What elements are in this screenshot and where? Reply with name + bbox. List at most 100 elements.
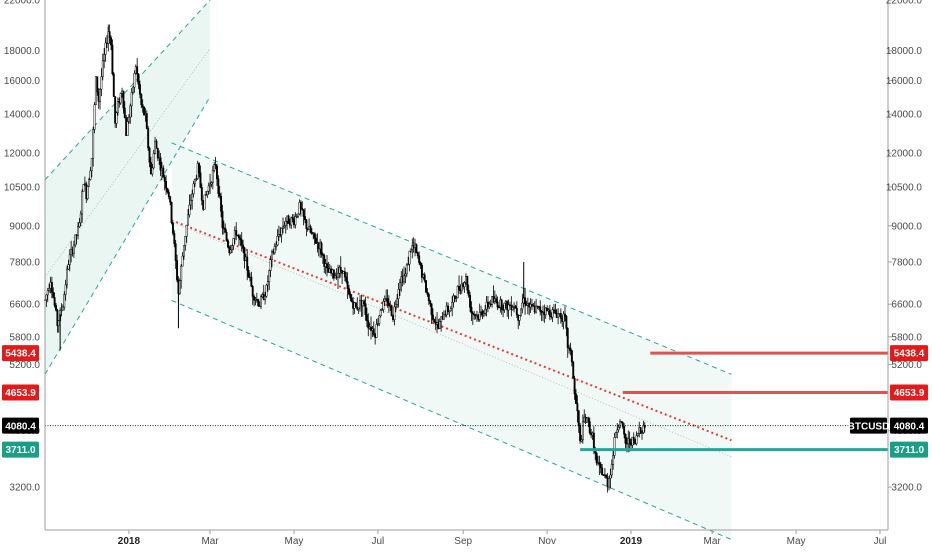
candle-body	[239, 237, 242, 241]
channel-lines[interactable]	[44, 0, 732, 540]
right-level-tag-3711.0-bg[interactable]	[890, 441, 928, 458]
candle-body	[332, 269, 335, 279]
candle-body	[163, 176, 166, 182]
candle-body	[138, 84, 141, 95]
candle-body	[383, 298, 386, 302]
candle-body	[238, 235, 240, 239]
channel-2-lower-line[interactable]	[171, 299, 732, 540]
left-level-tag-4653.9-bg[interactable]	[2, 384, 39, 401]
candle-body	[209, 183, 212, 187]
candle-body	[488, 303, 491, 308]
candle-body	[246, 256, 249, 271]
candle-body	[507, 304, 510, 311]
y-tick-right-label: 10500.0	[886, 182, 923, 193]
candle-body	[367, 320, 370, 329]
candle-body	[398, 282, 401, 290]
candle-body	[495, 298, 498, 303]
left-level-tag-5438.4-text[interactable]: 5438.4	[5, 349, 36, 360]
candle-body	[620, 421, 623, 423]
right-level-tag-5438.4-bg[interactable]	[890, 345, 928, 362]
candle-body	[496, 301, 499, 308]
candle-body	[503, 302, 506, 310]
right-level-tag-3711.0-text[interactable]: 3711.0	[894, 445, 924, 456]
candle-body	[420, 264, 423, 278]
candle-body	[605, 475, 608, 479]
right-last-price-tag-bg[interactable]	[890, 417, 928, 434]
horizontal-levels[interactable]	[45, 351, 888, 452]
trendline-group[interactable]	[171, 219, 732, 442]
price-tags[interactable]: 5438.4 5438.4 4653.9 4653.9 3711.0 3711.0 4080…	[2, 345, 928, 458]
right-level-tag-4653.9-bg[interactable]	[890, 384, 928, 401]
left-level-tag-3711.0-text[interactable]: 3711.0	[5, 445, 35, 456]
channel-1-upper-line[interactable]	[44, 0, 211, 181]
right-level-tag-5438.4-text[interactable]: 5438.4	[894, 349, 925, 360]
candle-body	[145, 113, 148, 129]
candle-body	[280, 228, 283, 236]
candle-body	[403, 275, 405, 283]
y-tick-right-label: 5200.0	[891, 360, 922, 371]
y-tick-left-label: 7800.0	[9, 257, 40, 268]
candle-body	[592, 432, 595, 452]
candle-body	[559, 313, 562, 319]
candle-body	[598, 462, 601, 465]
candle-body	[176, 260, 179, 281]
candle-body	[232, 238, 235, 246]
candle-body	[343, 271, 346, 278]
symbol-tag-text[interactable]: BTCUSD	[848, 421, 890, 432]
candle-body	[111, 44, 114, 75]
candle-body	[609, 474, 612, 479]
left-last-price-tag-bg[interactable]	[2, 417, 39, 434]
candle-body	[397, 289, 400, 299]
left-level-tag-5438.4-bg[interactable]	[2, 345, 39, 362]
channel-1-median-line[interactable]	[44, 48, 211, 278]
candle-body	[511, 307, 514, 310]
candle-body	[220, 195, 223, 212]
candle-body	[321, 253, 324, 256]
candle-body	[200, 187, 203, 201]
candle-body	[305, 219, 308, 229]
candle-body	[250, 276, 253, 287]
candle-body	[96, 76, 99, 93]
channel-2-median-line[interactable]	[171, 221, 732, 458]
x-tick-label: Nov	[538, 536, 556, 547]
x-tick-label: May	[787, 536, 806, 547]
left-level-tag-3711.0-bg[interactable]	[2, 441, 39, 458]
axes	[44, 0, 889, 531]
y-tick-right-label: 16000.0	[886, 76, 923, 87]
candle-body	[165, 181, 168, 189]
candle-body	[339, 267, 342, 271]
candle-body	[88, 179, 90, 187]
candle-body	[458, 285, 461, 290]
candle-body	[133, 73, 136, 88]
candle-body	[470, 307, 473, 314]
candle-body	[612, 455, 615, 465]
candle-body	[137, 73, 140, 85]
candle-body	[297, 213, 300, 217]
candle-body	[171, 222, 174, 234]
right-last-price-tag-text[interactable]: 4080.4	[894, 421, 925, 432]
candle-body	[518, 315, 521, 321]
candle-body	[379, 309, 382, 317]
candle-body	[418, 255, 421, 263]
candle-body	[408, 250, 411, 265]
candle-body	[207, 185, 210, 192]
candle-body	[350, 297, 353, 302]
candle-body	[203, 194, 206, 210]
candle-body	[452, 295, 455, 303]
left-level-tag-4653.9-text[interactable]: 4653.9	[5, 388, 36, 399]
candle-body	[253, 296, 256, 301]
dotted-trendline[interactable]	[171, 219, 732, 442]
candle-body	[554, 309, 557, 314]
candle-body	[451, 302, 454, 309]
left-last-price-tag-text[interactable]: 4080.4	[5, 421, 36, 432]
channel-2-upper-line[interactable]	[171, 142, 732, 375]
candle-body	[174, 243, 177, 261]
symbol-tag-bg[interactable]	[850, 417, 887, 434]
candle-body	[576, 403, 579, 412]
candle-body	[498, 306, 500, 309]
candle-body	[460, 283, 463, 292]
right-level-tag-4653.9-text[interactable]: 4653.9	[894, 388, 925, 399]
channel-1-fill	[45, 0, 211, 375]
